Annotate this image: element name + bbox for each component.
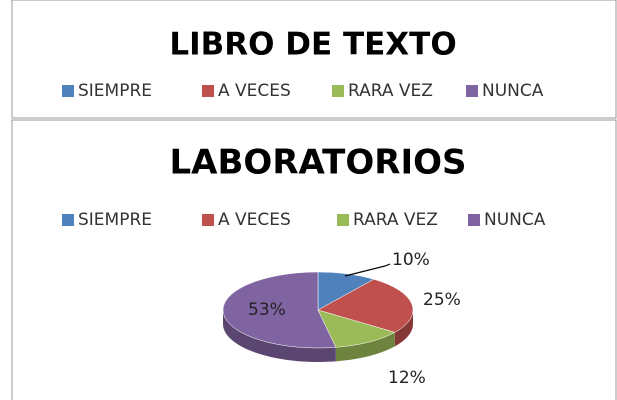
slice-side	[394, 310, 413, 347]
slice	[222, 271, 337, 349]
slice	[317, 278, 414, 333]
data-label: 12%	[388, 368, 426, 388]
legend-label: RARA VEZ	[348, 81, 433, 101]
legend-label: A VECES	[218, 210, 291, 230]
chart-title: LABORATORIOS	[170, 143, 467, 183]
legend-label: NUNCA	[482, 81, 544, 101]
legend-swatch	[337, 214, 349, 226]
legend-swatch	[62, 85, 74, 97]
panel	[11, 119, 617, 400]
panel	[11, 0, 617, 119]
legend-swatch	[332, 85, 344, 97]
legend-label: RARA VEZ	[353, 210, 438, 230]
data-label: 25%	[423, 290, 461, 310]
slice-side	[335, 332, 395, 362]
legend-label: SIEMPRE	[78, 81, 152, 101]
legend-swatch	[468, 214, 480, 226]
data-label: 53%	[248, 300, 286, 320]
legend-label: NUNCA	[484, 210, 546, 230]
legend-label: SIEMPRE	[78, 210, 152, 230]
legend-swatch	[62, 214, 74, 226]
legend-swatch	[202, 214, 214, 226]
legend-swatch	[466, 85, 478, 97]
slice	[317, 309, 396, 348]
slice-side	[223, 310, 336, 362]
leader-line	[344, 263, 391, 277]
legend-swatch	[202, 85, 214, 97]
data-label: 10%	[392, 250, 430, 270]
chart-title: LIBRO DE TEXTO	[169, 27, 456, 63]
legend-label: A VECES	[218, 81, 291, 101]
